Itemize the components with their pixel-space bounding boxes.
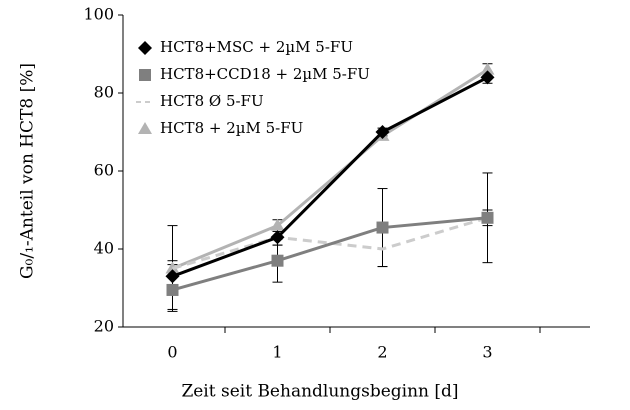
marker <box>165 269 180 284</box>
marker <box>138 122 152 134</box>
x-tick-label: 1 <box>272 343 282 362</box>
y-tick-label: 40 <box>94 239 114 258</box>
marker <box>480 62 495 75</box>
x-tick-label: 2 <box>377 343 387 362</box>
legend-label: HCT8+CCD18 + 2µM 5-FU <box>160 65 370 83</box>
legend-label: HCT8 Ø 5-FU <box>160 92 264 110</box>
y-axis-label: G₀/₁-Anteil von HCT8 [%] <box>18 63 38 279</box>
series-line <box>172 216 488 292</box>
series-line <box>171 76 489 278</box>
legend-label: HCT8+MSC + 2µM 5-FU <box>160 38 353 56</box>
marker <box>480 70 495 85</box>
series-line <box>171 68 489 270</box>
marker <box>270 230 285 245</box>
marker <box>481 211 494 224</box>
marker <box>376 221 389 234</box>
y-tick-label: 80 <box>94 83 114 102</box>
x-tick-label: 0 <box>167 343 177 362</box>
marker <box>166 283 179 296</box>
marker <box>139 69 151 81</box>
y-tick-label: 100 <box>83 5 114 24</box>
x-axis-label: Zeit seit Behandlungsbeginn [d] <box>181 382 458 402</box>
x-tick-label: 3 <box>482 343 492 362</box>
marker <box>270 218 285 231</box>
marker <box>375 125 390 139</box>
marker <box>138 41 152 55</box>
marker <box>271 254 284 267</box>
y-tick-label: 20 <box>94 317 114 336</box>
legend-label: HCT8 + 2µM 5-FU <box>160 119 303 137</box>
y-tick-label: 60 <box>94 161 114 180</box>
